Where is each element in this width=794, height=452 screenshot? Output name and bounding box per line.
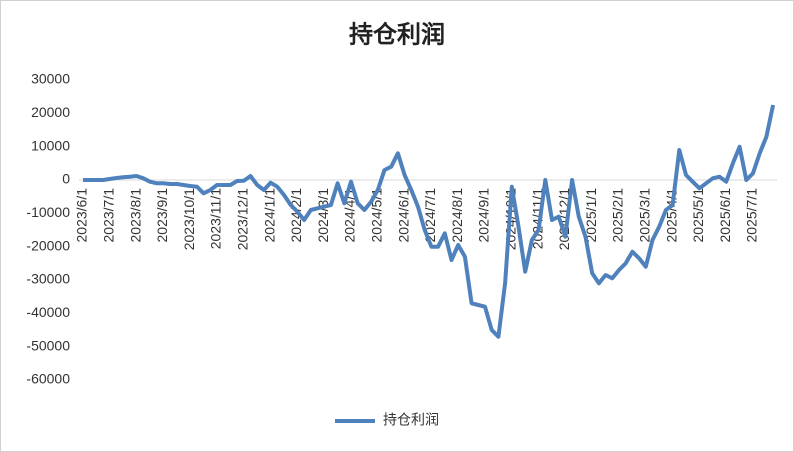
legend-label: 持仓利润 [383, 412, 439, 428]
x-tick-label: 2023/8/1 [127, 188, 143, 243]
x-tick-label: 2023/6/1 [74, 188, 90, 243]
y-tick-label: -20000 [26, 237, 70, 253]
x-tick-label: 2024/6/1 [395, 188, 411, 243]
x-tick-label: 2024/9/1 [476, 188, 492, 243]
data-line [83, 104, 776, 339]
y-tick-label: -50000 [26, 337, 70, 353]
x-tick-label: 2025/2/1 [610, 188, 626, 243]
x-tick-label: 2023/7/1 [101, 188, 117, 243]
x-tick-label: 2025/5/1 [690, 188, 706, 243]
y-tick-label: 10000 [31, 137, 70, 153]
y-tick-label: 30000 [31, 71, 70, 87]
x-tick-label: 2023/12/1 [235, 188, 251, 250]
x-tick-label: 2024/2/1 [288, 188, 304, 243]
x-tick-label: 2023/11/1 [208, 188, 224, 249]
x-tick-label: 2023/10/1 [181, 188, 197, 250]
x-tick-label: 2023/9/1 [154, 188, 170, 243]
y-tick-label: 20000 [31, 104, 70, 120]
y-tick-label: -30000 [26, 271, 70, 287]
y-tick-label: -40000 [26, 304, 70, 320]
y-tick-label: -10000 [26, 204, 70, 220]
x-tick-label: 2024/1/1 [261, 188, 277, 243]
x-tick-label: 2025/6/1 [717, 188, 733, 243]
chart-title: 持仓利润 [349, 20, 445, 48]
x-tick-label: 2025/7/1 [744, 188, 760, 243]
x-tick-label: 2025/3/1 [637, 188, 653, 243]
y-tick-label: -60000 [26, 371, 70, 387]
x-tick-label: 2025/4/1 [663, 188, 679, 243]
y-tick-label: 0 [62, 171, 70, 187]
x-tick-label: 2024/3/1 [315, 188, 331, 243]
x-tick-label: 2024/8/1 [449, 188, 465, 243]
x-tick-label: 2025/1/1 [583, 188, 599, 243]
